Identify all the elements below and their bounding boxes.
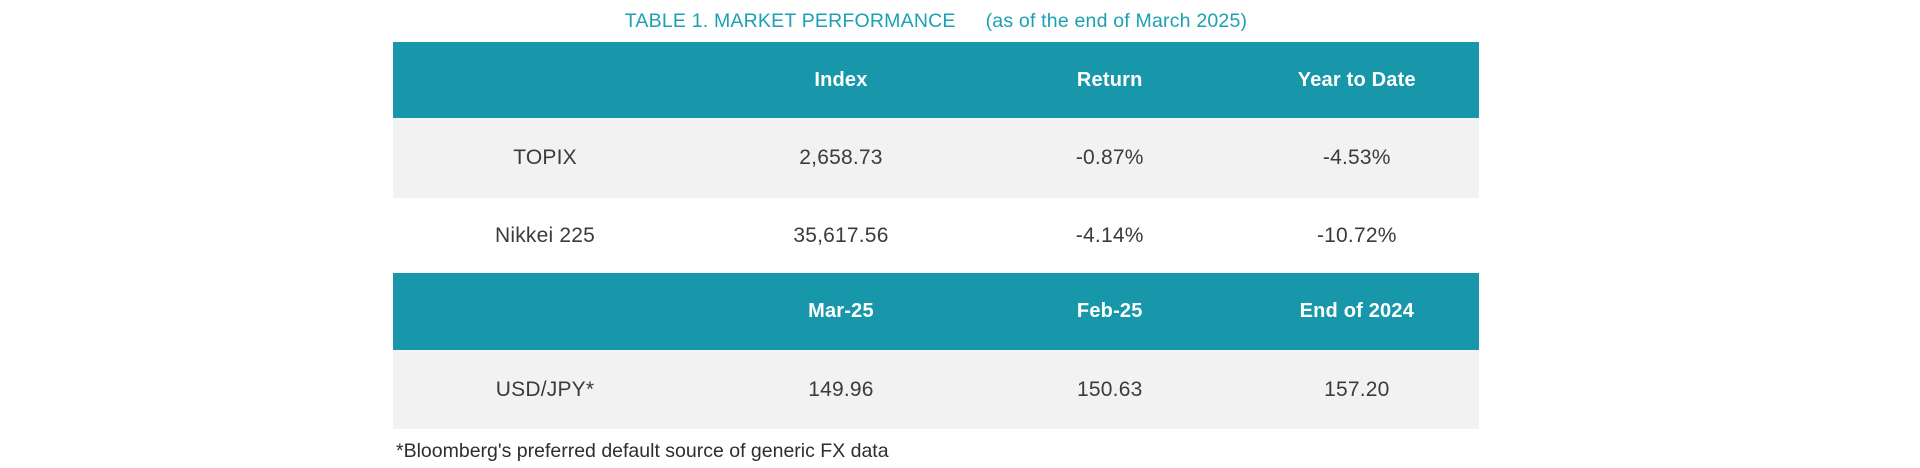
table-row-nikkei: Nikkei 225 35,617.56 -4.14% -10.72%: [393, 198, 1479, 273]
header-cell-feb-25: Feb-25: [1076, 300, 1143, 322]
table-row-usdjpy: USD/JPY* 149.96 150.63 157.20: [393, 350, 1479, 429]
header-cell-blank-fx: [393, 273, 697, 350]
header-cell-year-to-date: Year to Date: [1297, 68, 1416, 91]
fx-header-row: Mar-25 Feb-25 End of 2024: [393, 273, 1479, 350]
header-cell-index: Index: [814, 68, 868, 91]
cell-topix-label: TOPIX: [513, 146, 577, 169]
cell-nikkei-ytd: -10.72%: [1316, 223, 1397, 247]
cell-topix-return: -0.87%: [1075, 146, 1144, 169]
cell-topix-index: 2,658.73: [799, 146, 883, 169]
cell-topix-ytd: -4.53%: [1322, 146, 1391, 169]
cell-usdjpy-mar: 149.96: [808, 377, 874, 401]
header-cell-return: Return: [1076, 68, 1143, 91]
table-row-topix: TOPIX 2,658.73 -0.87% -4.53%: [393, 118, 1479, 198]
table-title-main: TABLE 1. MARKET PERFORMANCE: [624, 10, 956, 32]
market-performance-section: TABLE 1. MARKET PERFORMANCE (as of the en…: [393, 6, 1479, 463]
cell-nikkei-return: -4.14%: [1075, 223, 1144, 247]
header-cell-end-of-2024: End of 2024: [1299, 300, 1415, 322]
index-header-row: Index Return Year to Date: [393, 42, 1479, 118]
table-footnote: *Bloomberg's preferred default source of…: [396, 440, 889, 462]
cell-usdjpy-feb: 150.63: [1077, 377, 1143, 401]
header-cell-blank: [393, 42, 697, 118]
cell-usdjpy-label: USD/JPY*: [495, 377, 595, 401]
cell-nikkei-label: Nikkei 225: [495, 223, 596, 247]
market-performance-table: Index Return Year to Date TOPIX 2,658.73…: [393, 42, 1479, 429]
cell-usdjpy-eoy: 157.20: [1324, 377, 1390, 401]
header-cell-mar-25: Mar-25: [808, 300, 874, 322]
cell-nikkei-index: 35,617.56: [793, 223, 889, 247]
table-title-asof: (as of the end of March 2025): [985, 10, 1248, 32]
table-title: TABLE 1. MARKET PERFORMANCE (as of the en…: [393, 6, 1479, 42]
